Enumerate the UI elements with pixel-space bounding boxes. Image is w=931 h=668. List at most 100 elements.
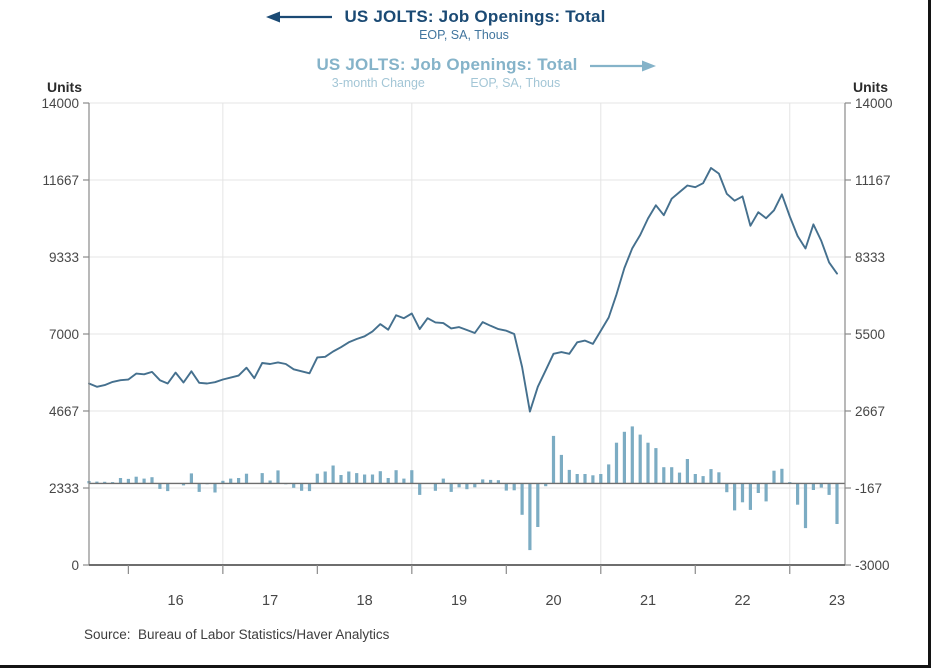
- change-bar: [244, 473, 249, 484]
- change-bar: [473, 483, 477, 488]
- change-bar: [835, 483, 839, 524]
- change-bar: [764, 483, 768, 502]
- year-label: 16: [168, 593, 184, 609]
- change-bar: [197, 483, 201, 492]
- left-arrow-icon: [266, 11, 333, 23]
- change-bar: [520, 483, 524, 515]
- change-bar: [449, 483, 453, 492]
- change-bar: [221, 480, 225, 484]
- change-bar: [307, 483, 312, 492]
- secondary-subtitle-units: EOP, SA, Thous: [470, 76, 561, 91]
- change-bar: [465, 483, 469, 490]
- change-bar: [386, 478, 390, 484]
- change-bar: [591, 475, 595, 484]
- change-bar: [268, 480, 272, 484]
- right-tick-label: 8333: [855, 250, 885, 265]
- change-bar: [142, 478, 146, 484]
- change-bar: [536, 483, 540, 527]
- change-bar: [748, 483, 752, 510]
- change-bar: [331, 465, 335, 484]
- right-tick-label: 2667: [855, 404, 885, 419]
- change-bar: [433, 483, 437, 491]
- change-bar: [717, 472, 721, 484]
- change-bar: [701, 476, 705, 484]
- primary-subtitle: EOP, SA, Thous: [419, 27, 509, 42]
- right-tick-label: 5500: [855, 327, 885, 342]
- right-tick-label: -167: [855, 481, 882, 496]
- change-bar: [339, 475, 343, 484]
- change-bar: [370, 474, 375, 484]
- change-bar: [355, 473, 359, 484]
- secondary-title: US JOLTS: Job Openings: Total: [316, 55, 578, 75]
- change-bar: [410, 470, 414, 484]
- change-bar: [607, 464, 611, 484]
- left-tick-label: 0: [71, 558, 79, 573]
- change-bar: [134, 476, 138, 484]
- change-bar: [544, 483, 548, 487]
- primary-title: US JOLTS: Job Openings: Total: [344, 7, 606, 26]
- change-bar: [418, 483, 422, 495]
- change-bar: [654, 448, 658, 484]
- change-bar: [126, 478, 130, 484]
- change-bar: [300, 483, 304, 491]
- change-bar: [441, 478, 445, 484]
- change-bar: [599, 474, 603, 484]
- change-bar: [489, 479, 493, 484]
- year-label: 22: [734, 593, 750, 609]
- change-bar: [780, 468, 784, 484]
- change-bar: [630, 426, 634, 484]
- year-label: 20: [545, 593, 561, 609]
- year-label: 21: [640, 593, 656, 609]
- change-bar: [229, 478, 233, 484]
- change-bar: [118, 478, 123, 484]
- change-bar: [725, 483, 729, 493]
- change-bar: [693, 474, 697, 484]
- change-bar: [158, 483, 162, 489]
- primary-title-row: US JOLTS: Job Openings: Total: [0, 7, 900, 27]
- year-label: 23: [829, 593, 845, 609]
- change-bar: [811, 483, 815, 490]
- change-bar: [481, 479, 485, 484]
- change-bar: [181, 483, 186, 486]
- change-bar: [622, 431, 626, 484]
- change-bar: [740, 483, 745, 503]
- change-bar: [213, 483, 217, 493]
- change-bar: [796, 483, 800, 505]
- left-tick-label: 9333: [49, 250, 79, 265]
- change-bar: [685, 459, 689, 484]
- change-bar: [756, 483, 760, 493]
- change-bar: [528, 483, 532, 551]
- change-bar: [457, 483, 461, 488]
- change-bar: [363, 474, 367, 484]
- left-tick-label: 7000: [49, 327, 79, 342]
- change-bar: [583, 474, 587, 484]
- change-bar: [646, 442, 650, 484]
- change-bar: [575, 474, 579, 484]
- left-tick-label: 2333: [49, 481, 79, 496]
- change-bar: [276, 470, 280, 484]
- change-bar: [315, 473, 319, 484]
- change-bar: [402, 478, 406, 484]
- change-bar: [347, 471, 351, 484]
- left-tick-label: 14000: [41, 96, 79, 111]
- chart-titles: US JOLTS: Job Openings: Total EOP, SA, T…: [0, 7, 928, 91]
- change-bar: [677, 472, 682, 484]
- left-axis-units-label: Units: [47, 79, 82, 95]
- change-bar: [733, 483, 737, 511]
- year-label: 19: [451, 593, 467, 609]
- change-bar: [803, 483, 808, 529]
- right-arrow-icon: [589, 60, 656, 72]
- right-tick-label: -3000: [855, 558, 890, 573]
- change-bar: [662, 467, 666, 484]
- change-bar: [394, 470, 398, 484]
- change-bar: [496, 480, 500, 484]
- change-bar: [504, 483, 508, 491]
- change-bar: [827, 483, 831, 495]
- change-bar: [103, 481, 107, 484]
- change-bar: [638, 434, 642, 484]
- change-bar: [150, 477, 154, 484]
- change-bar: [670, 467, 674, 484]
- change-bar: [709, 469, 713, 484]
- change-bar: [95, 481, 99, 484]
